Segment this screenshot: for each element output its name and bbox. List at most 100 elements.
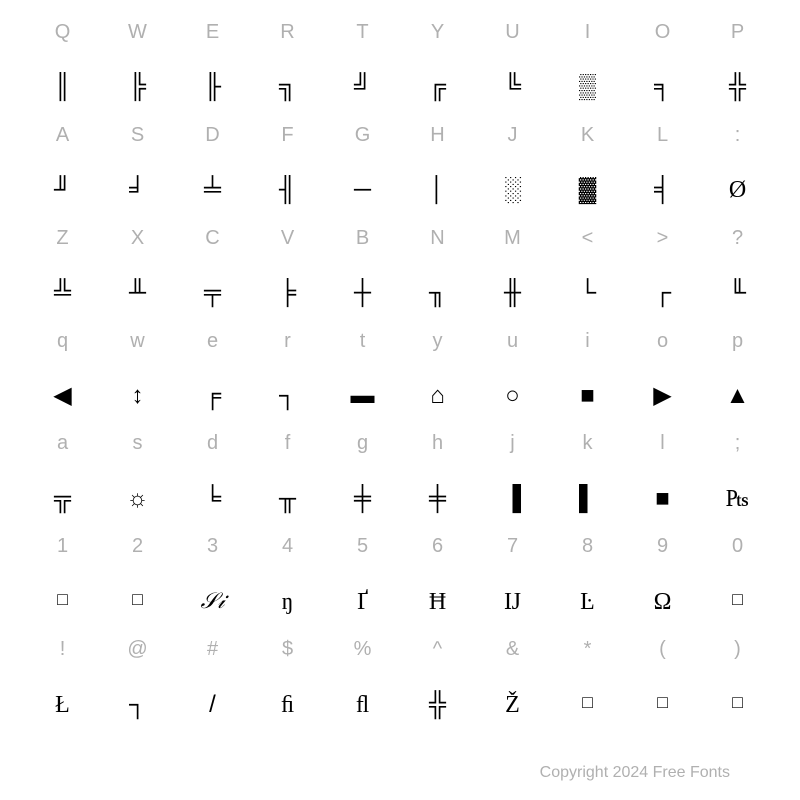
- key-label: W: [128, 22, 147, 42]
- glyph-cell: ╨: [100, 277, 175, 328]
- glyph-cell: /: [175, 689, 250, 740]
- glyph-cell: ╬: [400, 689, 475, 740]
- key-label-cell: g: [325, 431, 400, 482]
- glyph: □: [732, 693, 743, 711]
- key-label-cell: H: [400, 123, 475, 174]
- key-label-cell: X: [100, 226, 175, 277]
- glyph: ▌: [579, 487, 596, 511]
- glyph: ◀: [53, 384, 71, 408]
- key-label: C: [205, 228, 219, 248]
- glyph: ─: [354, 178, 371, 202]
- key-label: G: [355, 125, 371, 145]
- key-label-cell: Y: [400, 20, 475, 71]
- glyph-cell: ╫: [475, 277, 550, 328]
- glyph-cell: ▲: [700, 380, 775, 431]
- glyph: ╥: [279, 487, 296, 511]
- glyph: ŋ: [282, 590, 294, 614]
- glyph: Ґ: [357, 590, 368, 614]
- glyph: ╘: [204, 487, 221, 511]
- glyph-cell: ╕: [625, 71, 700, 122]
- key-label-cell: 1: [25, 534, 100, 585]
- glyph-cell: ╒: [175, 380, 250, 431]
- glyph: □: [132, 590, 143, 608]
- glyph: ╚: [504, 75, 521, 99]
- key-label-cell: #: [175, 637, 250, 688]
- key-label: L: [657, 125, 668, 145]
- glyph: ╩: [54, 281, 71, 305]
- key-label-cell: r: [250, 329, 325, 380]
- key-label: r: [284, 331, 291, 351]
- glyph-cell: │: [400, 174, 475, 225]
- glyph-cell: ▬: [325, 380, 400, 431]
- glyph-cell: □: [100, 586, 175, 637]
- glyph: ▓: [579, 178, 597, 202]
- glyph: ╡: [654, 178, 671, 202]
- glyph-cell: ╜: [25, 174, 100, 225]
- glyph-cell: ╖: [400, 277, 475, 328]
- key-label-cell: K: [550, 123, 625, 174]
- key-label-cell: f: [250, 431, 325, 482]
- glyph: Ħ: [429, 590, 446, 614]
- glyph-cell: □: [700, 689, 775, 740]
- key-label: 7: [507, 536, 518, 556]
- glyph-cell: ╥: [250, 483, 325, 534]
- key-label-cell: I: [550, 20, 625, 71]
- key-label: 6: [432, 536, 443, 556]
- glyph: ╔: [429, 75, 446, 99]
- glyph-cell: ☼: [100, 483, 175, 534]
- key-label-cell: S: [100, 123, 175, 174]
- glyph: ₧: [726, 487, 749, 511]
- glyph-cell: ╝: [325, 71, 400, 122]
- key-label-cell: t: [325, 329, 400, 380]
- key-label-cell: C: [175, 226, 250, 277]
- key-label-cell: B: [325, 226, 400, 277]
- glyph-cell: 𝒮𝒾: [175, 586, 250, 637]
- key-label: H: [430, 125, 444, 145]
- glyph-cell: ▶: [625, 380, 700, 431]
- glyph-cell: └: [550, 277, 625, 328]
- key-label-cell: G: [325, 123, 400, 174]
- key-label: 5: [357, 536, 368, 556]
- key-label-cell: 3: [175, 534, 250, 585]
- glyph: /: [209, 693, 216, 717]
- glyph: ╜: [54, 178, 71, 202]
- glyph-cell: ┼: [325, 277, 400, 328]
- key-label-cell: (: [625, 637, 700, 688]
- key-label: y: [433, 331, 443, 351]
- key-label-cell: L: [625, 123, 700, 174]
- glyph: ■: [655, 487, 670, 511]
- glyph: ▒: [579, 75, 596, 99]
- key-label-cell: 0: [700, 534, 775, 585]
- glyph: Ø: [729, 178, 746, 202]
- glyph: ﬂ: [356, 693, 369, 717]
- key-label: p: [732, 331, 743, 351]
- glyph: ╕: [654, 75, 671, 99]
- key-label: *: [584, 639, 592, 659]
- glyph-cell: Ĳ: [475, 586, 550, 637]
- glyph: ○: [505, 384, 520, 408]
- key-label-cell: j: [475, 431, 550, 482]
- key-label: R: [280, 22, 294, 42]
- glyph: ┌: [654, 281, 671, 305]
- glyph-cell: ╠: [100, 71, 175, 122]
- glyph-cell: ┐: [250, 380, 325, 431]
- glyph: ║: [54, 75, 71, 99]
- glyph: │: [430, 178, 445, 202]
- key-label: %: [354, 639, 372, 659]
- glyph: 𝒮𝒾: [200, 590, 224, 612]
- glyph: Ž: [505, 693, 520, 717]
- glyph: ╙: [729, 281, 746, 305]
- glyph: □: [57, 590, 68, 608]
- key-label: Y: [431, 22, 444, 42]
- glyph-cell: ╗: [250, 71, 325, 122]
- glyph: Ŀ: [580, 590, 595, 614]
- key-label: h: [432, 433, 443, 453]
- key-label: @: [127, 639, 147, 659]
- key-label-cell: d: [175, 431, 250, 482]
- glyph: ﬁ: [281, 693, 294, 717]
- key-label-cell: 8: [550, 534, 625, 585]
- glyph: Ĳ: [504, 590, 521, 614]
- key-label: N: [430, 228, 444, 248]
- glyph-cell: ╩: [25, 277, 100, 328]
- key-label-cell: Z: [25, 226, 100, 277]
